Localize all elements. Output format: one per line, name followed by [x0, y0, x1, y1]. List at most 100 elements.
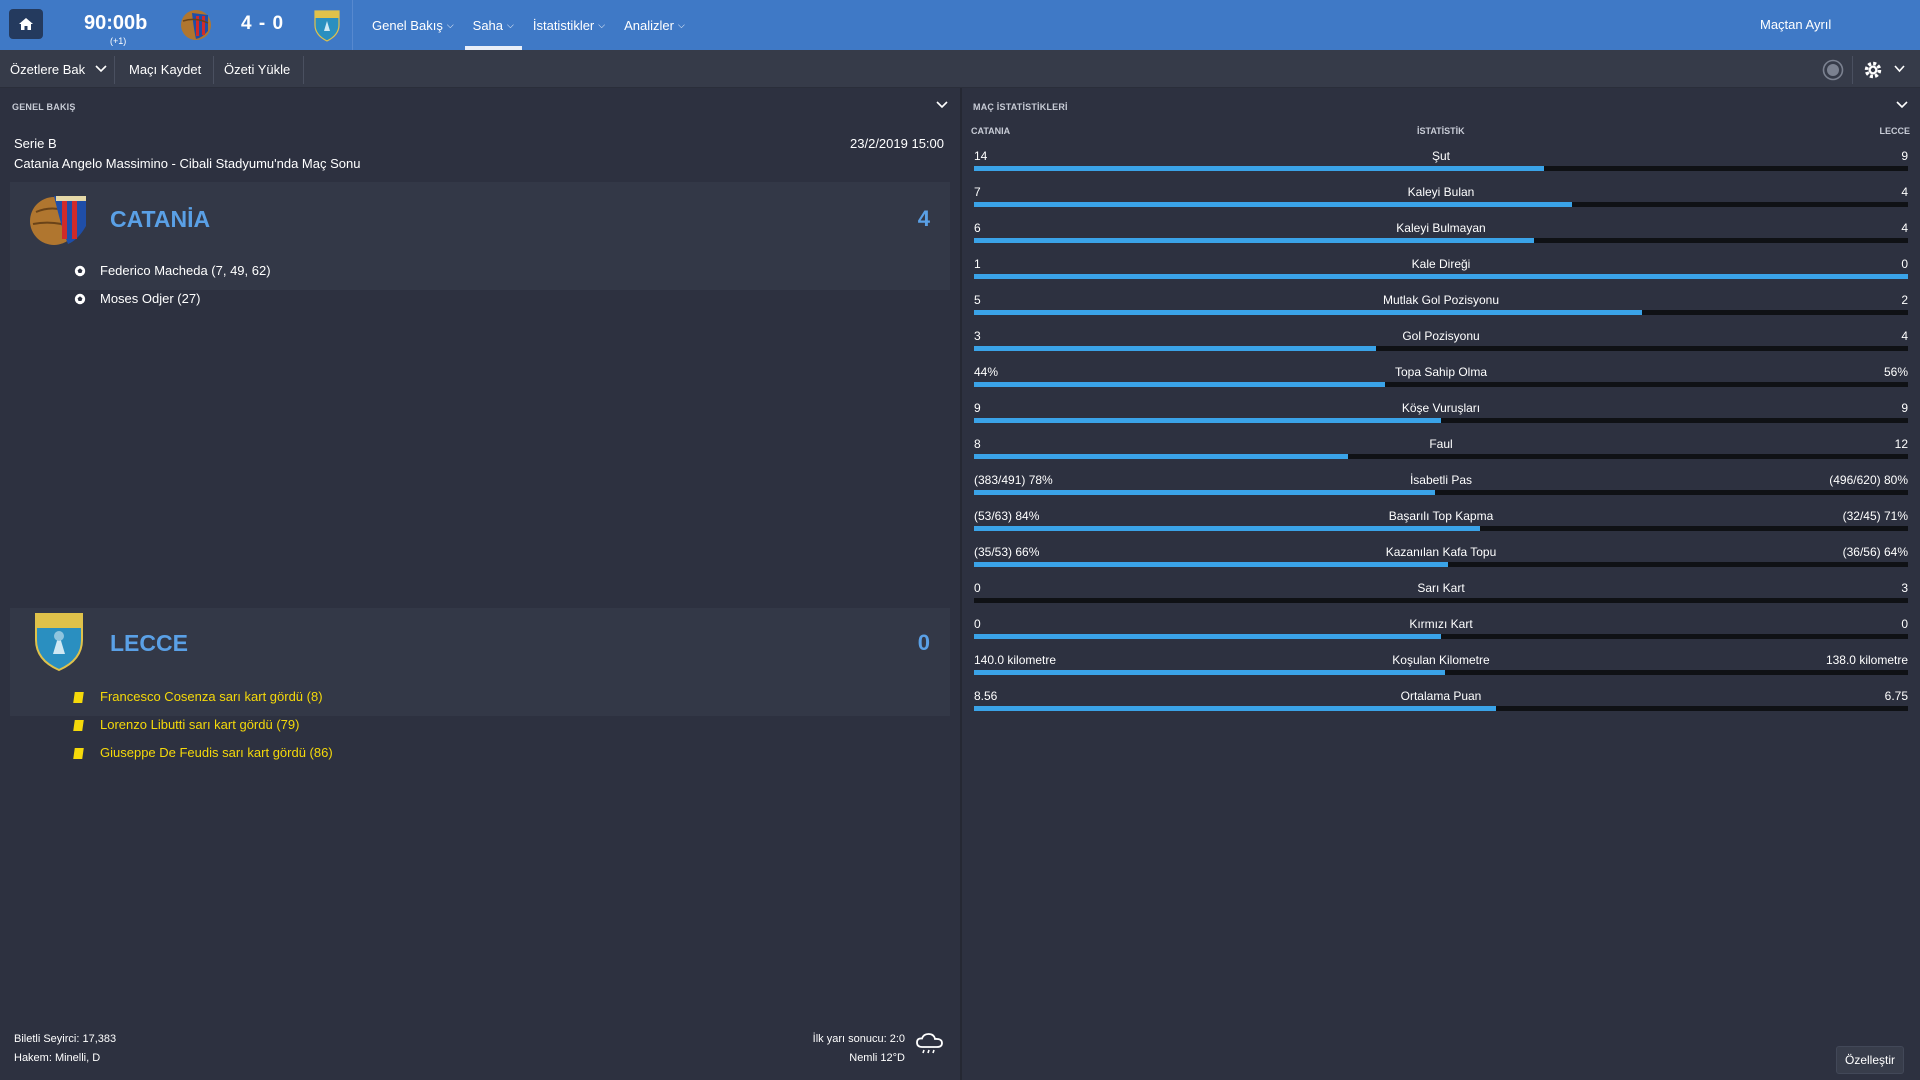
home-button[interactable] [9, 9, 43, 39]
stat-row: Köşe Vuruşları 9 9 [974, 398, 1908, 434]
stat-home-value: 44% [974, 365, 999, 379]
stat-home-share-fill [974, 166, 1544, 171]
home-event-item[interactable]: Federico Macheda (7, 49, 62) [74, 263, 271, 278]
stat-row: Başarılı Top Kapma (53/63) 84% (32/45) 71% [974, 506, 1908, 542]
stat-comparison-bar [974, 202, 1908, 207]
chevron-down-icon: ⌵ [598, 19, 606, 30]
stat-row: Kaleyi Bulmayan 6 4 [974, 218, 1908, 254]
stat-home-value: 0 [974, 581, 981, 595]
record-icon[interactable] [1822, 59, 1844, 81]
stat-away-value: 4 [1901, 185, 1908, 199]
match-date: 23/2/2019 15:00 [850, 136, 944, 151]
panel-title: GENEL BAKIŞ [12, 102, 76, 112]
stat-away-value: (496/620) 80% [1829, 473, 1908, 487]
home-team-name[interactable]: CATANİA [110, 206, 211, 232]
stat-label: Kaleyi Bulmayan [1396, 221, 1486, 235]
venue-text: Catania Angelo Massimino - Cibali Stadyu… [14, 156, 361, 171]
stat-row: Kaleyi Bulan 7 4 [974, 182, 1908, 218]
tab-analysis[interactable]: Analizler ⌵ [624, 17, 685, 33]
stat-label: Kale Direği [1411, 257, 1471, 271]
away-team-goals: 0 [917, 630, 930, 655]
stat-comparison-bar [974, 706, 1908, 711]
stat-home-share-fill [974, 526, 1481, 531]
stat-comparison-bar [974, 238, 1908, 243]
toolbar-separator [213, 56, 214, 84]
tab-overview[interactable]: Genel Bakış ⌵ [372, 17, 454, 33]
stat-comparison-bar [974, 526, 1908, 531]
stat-label: Köşe Vuruşları [1401, 401, 1481, 415]
catania-crest-icon [30, 196, 86, 245]
match-stats-panel: MAÇ İSTATİSTİKLERİ CATANIA İSTATİSTİK LE… [962, 88, 1920, 1080]
rain-cloud-icon [916, 1033, 943, 1054]
tab-statistics[interactable]: İstatistikler ⌵ [532, 17, 606, 33]
stat-row: Kale Direği 1 0 [974, 254, 1908, 290]
stat-home-value: 8 [974, 437, 981, 451]
stat-home-share-fill [974, 490, 1436, 495]
stat-label: Faul [1429, 437, 1453, 451]
stat-label: Koşulan Kilometre [1392, 653, 1490, 667]
toolbar-separator [114, 56, 115, 84]
stat-comparison-bar [974, 310, 1908, 315]
away-event-item[interactable]: Giuseppe De Feudis sarı kart gördü (86) [73, 745, 333, 760]
load-highlights-button[interactable]: Özeti Yükle [224, 61, 291, 77]
column-header-home: CATANIA [971, 126, 1011, 136]
home-event-item[interactable]: Moses Odjer (27) [74, 291, 200, 306]
stat-comparison-bar [974, 346, 1908, 351]
stat-home-share-fill [974, 418, 1441, 423]
stat-label: Başarılı Top Kapma [1388, 509, 1494, 523]
stat-label: Kazanılan Kafa Topu [1385, 545, 1497, 559]
stat-label: Gol Pozisyonu [1402, 329, 1480, 343]
stat-home-share-fill [974, 454, 1348, 459]
home-team-block: CATANİA 4 [10, 182, 950, 290]
stat-comparison-bar [974, 562, 1908, 567]
stat-label: İsabetli Pas [1409, 473, 1473, 487]
stat-away-value: 9 [1901, 149, 1908, 163]
stat-home-value: (53/63) 84% [974, 509, 1040, 523]
stat-home-share-fill [974, 274, 1908, 279]
tab-pitch[interactable]: Saha ⌵ [464, 0, 523, 50]
goal-ball-icon [74, 265, 86, 280]
home-icon [19, 18, 33, 30]
customize-button[interactable]: Özelleştir [1835, 1046, 1904, 1074]
competition-name: Serie B [14, 136, 57, 151]
panel-title: MAÇ İSTATİSTİKLERİ [973, 102, 1068, 112]
stat-comparison-bar [974, 274, 1908, 279]
view-highlights-button[interactable]: Özetlere Bak [10, 50, 107, 88]
panel-divider [960, 88, 962, 1080]
stat-away-value: 4 [1901, 329, 1908, 343]
toolbar-separator [1852, 56, 1853, 84]
stat-home-value: (35/53) 66% [974, 545, 1040, 559]
toolbar-separator [303, 56, 304, 84]
yellow-card-icon [73, 691, 84, 706]
stat-home-share-fill [974, 562, 1449, 567]
stat-home-value: 1 [974, 257, 981, 271]
stat-row: Gol Pozisyonu 3 4 [974, 326, 1908, 362]
stat-home-share-fill [974, 670, 1445, 675]
stat-away-value: 3 [1901, 581, 1908, 595]
stat-away-value: (36/56) 64% [1842, 545, 1908, 559]
away-event-item[interactable]: Lorenzo Libutti sarı kart gördü (79) [73, 717, 299, 732]
stat-label: Sarı Kart [1417, 581, 1465, 595]
stat-away-value: 6.75 [1884, 689, 1908, 703]
overview-panel: GENEL BAKIŞ Serie B Catania Angelo Massi… [0, 88, 960, 1080]
leave-match-button[interactable]: Maçtan Ayrıl [1760, 17, 1832, 32]
stat-label: Ortalama Puan [1400, 689, 1482, 703]
match-clock: 90:00b [84, 12, 148, 34]
save-match-button[interactable]: Maçı Kaydet [129, 61, 202, 77]
stat-home-value: 9 [974, 401, 981, 415]
attendance-text: Biletli Seyirci: 17,383 [14, 1033, 117, 1045]
chevron-down-icon[interactable] [1894, 65, 1905, 73]
stat-comparison-bar [974, 454, 1908, 459]
chevron-down-icon: ⌵ [446, 19, 454, 30]
catania-crest-icon [181, 10, 211, 40]
chevron-down-icon[interactable] [1896, 101, 1908, 109]
stat-row: Mutlak Gol Pozisyonu 5 2 [974, 290, 1908, 326]
top-bar: 90:00b (+1) 4 - 0 Genel Bakış ⌵ Saha ⌵ İst… [0, 0, 1920, 50]
away-event-item[interactable]: Francesco Cosenza sarı kart gördü (8) [73, 689, 323, 704]
nav-separator [352, 0, 353, 50]
away-team-name[interactable]: LECCE [110, 630, 188, 656]
stat-away-value: 0 [1901, 617, 1908, 631]
chevron-down-icon[interactable] [936, 101, 948, 109]
stat-comparison-bar [974, 418, 1908, 423]
gear-icon[interactable] [1862, 59, 1884, 81]
